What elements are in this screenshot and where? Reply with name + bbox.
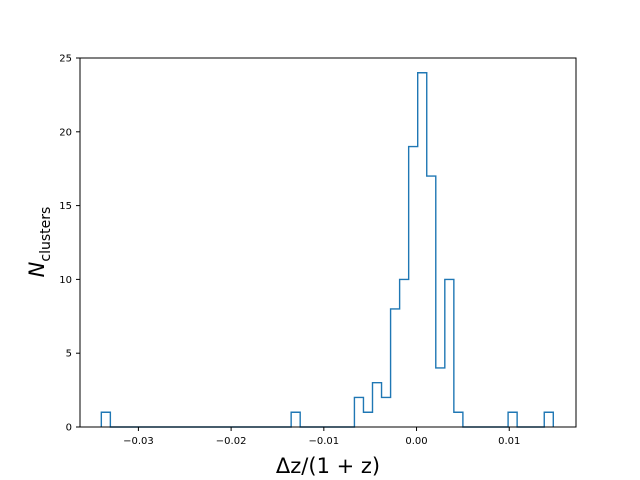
y-tick-label: 0 [66,423,72,434]
x-axis-label: Δz/(1 + z) [276,454,380,478]
y-axis-label-subscript: clusters [38,207,54,262]
y-axis-label-main: N [25,261,49,277]
y-tick-label: 20 [59,127,72,138]
x-tick-label: −0.03 [123,436,154,447]
y-axis-ticks: 0 5 10 15 20 25 [59,54,80,434]
y-tick-label: 25 [59,54,72,65]
y-tick-label: 5 [66,349,72,360]
x-axis-ticks: −0.03 −0.02 −0.01 0.00 0.01 [123,427,520,447]
x-tick-label: 0.01 [498,436,520,447]
y-tick-label: 15 [59,201,72,212]
y-axis-label: Nclusters [25,207,54,278]
x-tick-label: 0.00 [405,436,427,447]
x-tick-label: −0.02 [216,436,247,447]
x-tick-label: −0.01 [308,436,339,447]
y-tick-label: 10 [59,275,72,286]
axes-frame [79,57,577,428]
